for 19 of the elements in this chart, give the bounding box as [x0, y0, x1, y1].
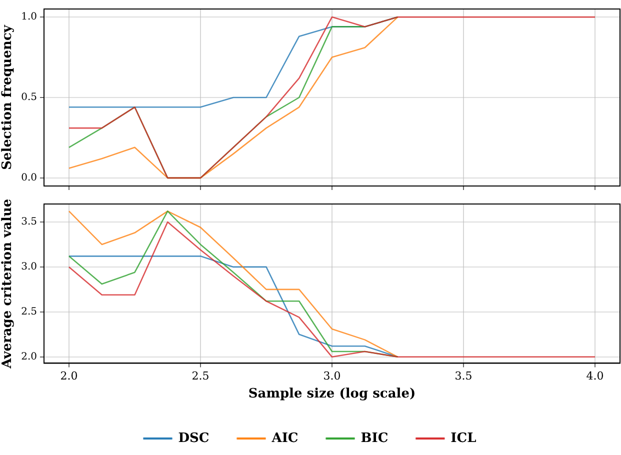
y-tick-label: 0.0 [21, 172, 37, 184]
legend-label: DSC [178, 430, 210, 446]
x-axis-title: Sample size (log scale) [248, 386, 416, 402]
y-tick-label: 3.5 [21, 216, 37, 228]
y-axis-title: Average criterion value [0, 198, 16, 370]
y-tick-label: 0.5 [21, 92, 37, 104]
legend-label: BIC [360, 430, 388, 446]
legend-label: AIC [270, 430, 298, 446]
x-tick-label: 4.0 [586, 370, 604, 383]
x-tick-label: 3.5 [454, 370, 472, 383]
y-tick-label: 2.5 [21, 306, 37, 318]
x-tick-label: 2.5 [192, 370, 210, 383]
y-axis-title: Selection frequency [0, 24, 16, 170]
y-tick-label: 2.0 [21, 352, 37, 362]
y-tick-label: 3.0 [21, 262, 37, 273]
x-tick-label: 3.0 [323, 370, 341, 383]
x-tick-label: 2.0 [60, 370, 78, 383]
legend-label: ICL [450, 430, 476, 446]
y-tick-label: 1.0 [21, 12, 37, 23]
